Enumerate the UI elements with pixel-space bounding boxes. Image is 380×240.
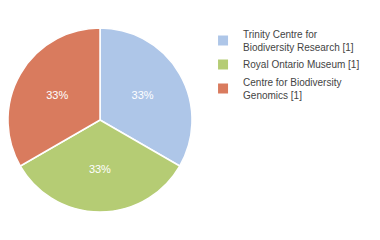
svg-text:33%: 33% bbox=[132, 89, 154, 101]
svg-text:Centre for BiodiversityGenomic: Centre for BiodiversityGenomics [1] bbox=[243, 77, 341, 101]
svg-text:Royal Ontario Museum [1]: Royal Ontario Museum [1] bbox=[243, 59, 359, 70]
svg-text:Trinity Centre forBiodiversity: Trinity Centre forBiodiversity Research … bbox=[243, 29, 354, 53]
svg-text:33%: 33% bbox=[46, 89, 68, 101]
svg-text:33%: 33% bbox=[89, 163, 111, 175]
